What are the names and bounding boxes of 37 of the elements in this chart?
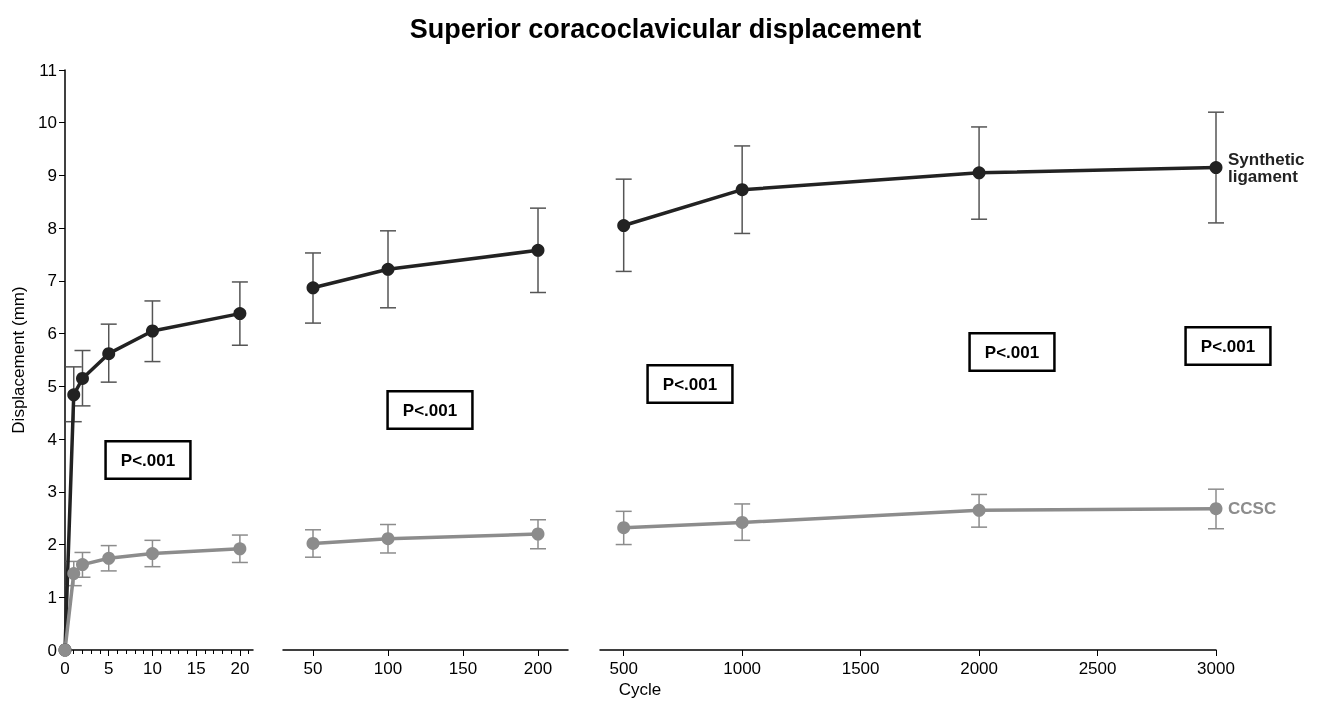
x-tick-label: 100	[373, 659, 403, 678]
y-tick-label: 4	[47, 429, 57, 449]
x-tick-label: 1000	[723, 659, 762, 678]
y-tick-label: 3	[47, 482, 57, 502]
y-tick-label: 2	[47, 535, 57, 555]
y-tick-label: 6	[47, 324, 57, 344]
annotation: P<.001	[1200, 336, 1256, 356]
y-tick-label: 9	[47, 165, 57, 185]
series-label: Synthetic ligament	[1228, 149, 1310, 186]
x-tick-label: 50	[303, 659, 323, 678]
x-tick-label: 150	[448, 659, 478, 678]
x-tick-label: 1500	[841, 659, 880, 678]
x-tick-label: 200	[523, 659, 553, 678]
x-tick-label: 0	[60, 659, 70, 678]
x-tick-label: 500	[609, 659, 638, 678]
annotation: P<.001	[662, 374, 718, 394]
x-tick-label: 3000	[1197, 659, 1235, 678]
y-tick-label: 0	[47, 640, 57, 660]
x-axis-title: Cycle	[617, 680, 663, 700]
chart-title: Superior coracoclavicular displacement	[408, 14, 923, 45]
annotation: P<.001	[984, 342, 1040, 362]
x-tick-label: 2500	[1078, 659, 1117, 678]
y-tick-label: 11	[39, 60, 57, 80]
annotation: P<.001	[402, 400, 458, 420]
annotation: P<.001	[120, 450, 176, 470]
y-tick-label: 1	[47, 587, 57, 607]
y-tick-label: 10	[38, 113, 57, 133]
x-tick-label: 5	[103, 659, 114, 678]
y-tick-label: 7	[47, 271, 57, 291]
x-tick-label: 2000	[960, 659, 998, 678]
x-tick-label: 20	[230, 659, 250, 678]
y-axis-title: Displacement (mm)	[9, 286, 29, 434]
x-tick-label: 15	[186, 659, 206, 678]
series-label: CCSC	[1228, 499, 1277, 519]
y-tick-label: 8	[47, 218, 57, 238]
y-tick-label: 5	[47, 376, 57, 396]
x-tick-label: 10	[142, 659, 162, 678]
